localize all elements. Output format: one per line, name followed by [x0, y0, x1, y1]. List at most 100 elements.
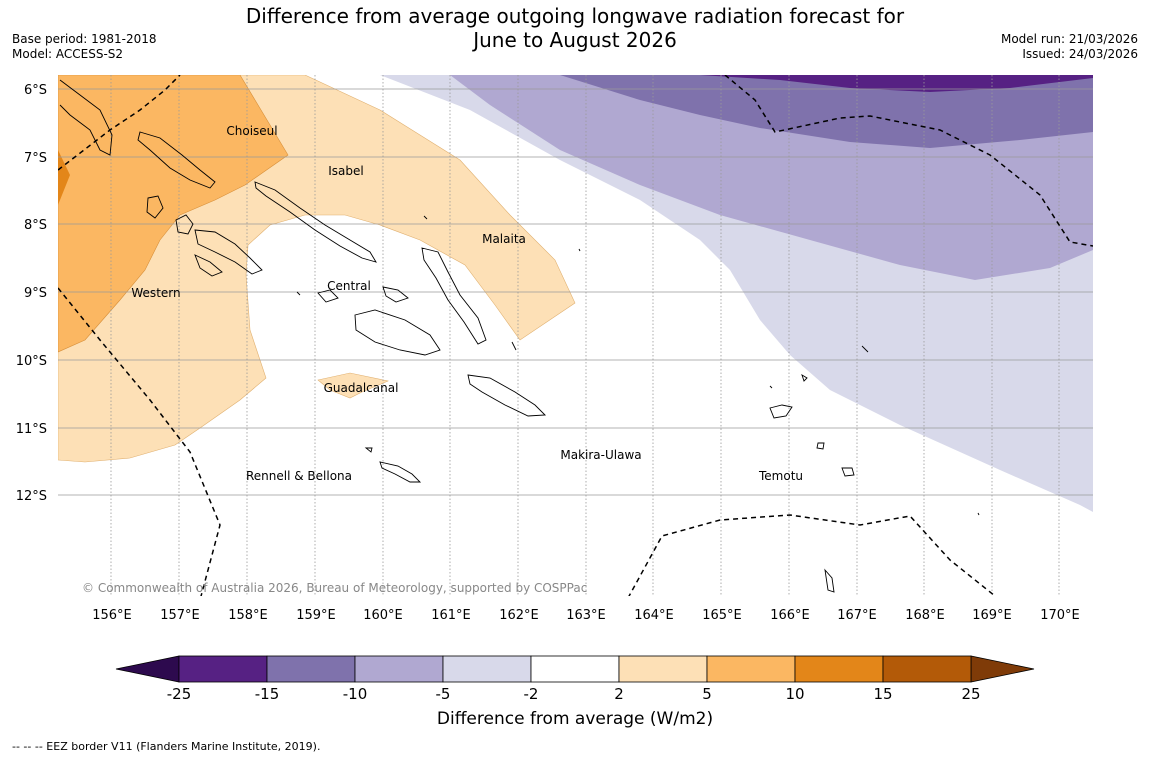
region-label-choiseul: Choiseul [226, 124, 277, 138]
island-small-1 [423, 215, 428, 220]
lon-labels: 156°E 157°E 158°E 159°E 160°E 161°E 162°… [92, 608, 1080, 623]
eez-legend: -- -- -- EEZ border V11 (Flanders Marine… [12, 740, 321, 753]
colorbar-segment [530, 655, 620, 683]
lat-label: 9°S [24, 286, 47, 301]
island-sikaiana [578, 248, 581, 252]
lat-label: 8°S [24, 218, 47, 233]
island-kolombangara [175, 214, 194, 235]
island-guadalcanal [354, 309, 441, 356]
colorbar-tick-label: 10 [785, 685, 804, 703]
eez-border-west [58, 75, 181, 171]
lon-label: 158°E [228, 608, 268, 623]
island-tikopia [977, 512, 980, 516]
island-vanikoro [841, 467, 855, 477]
island-reef-islands [801, 373, 808, 382]
colorbar-tick-label: -2 [524, 685, 539, 703]
lon-label: 168°E [905, 608, 945, 623]
island-duff [861, 345, 869, 353]
lon-label: 161°E [431, 608, 471, 623]
island-isabel [254, 181, 377, 263]
island-utupua [816, 442, 825, 450]
title-line-2: June to August 2026 [473, 28, 677, 52]
colorbar-tick-label: 25 [961, 685, 980, 703]
copyright-notice: © Commonwealth of Australia 2026, Bureau… [82, 581, 587, 595]
colorbar-segment [178, 655, 268, 683]
island-bougainville [59, 79, 113, 156]
lon-label: 163°E [566, 608, 606, 623]
base-period: Base period: 1981-2018 [12, 32, 157, 46]
lat-label: 11°S [16, 422, 47, 437]
island-outlines [59, 79, 980, 593]
colorbar-tick-label: 15 [873, 685, 892, 703]
colorbar-segment [706, 655, 796, 683]
anomaly-layer [58, 75, 1093, 596]
region-label-malaita: Malaita [482, 232, 526, 246]
island-florida [317, 289, 339, 303]
region-label-makira-ulawa: Makira-Ulawa [560, 448, 641, 462]
region-label-temotu: Temotu [758, 469, 803, 483]
island-rennell [379, 461, 422, 483]
colorbar-segments [178, 655, 972, 683]
colorbar-segment [266, 655, 356, 683]
band-pos-5-10 [58, 75, 289, 353]
region-label-central: Central [327, 279, 371, 293]
band-pos-10-15 [58, 150, 70, 205]
colorbar: -25 -15 -10 -5 -2 2 5 10 15 25 [115, 655, 1035, 703]
colorbar-segment [354, 655, 444, 683]
colorbar-segment [442, 655, 532, 683]
colorbar-title: Difference from average (W/m2) [436, 709, 714, 729]
lon-label: 165°E [702, 608, 742, 623]
title-line-1: Difference from average outgoing longwav… [245, 4, 905, 28]
colorbar-tick-label: -15 [255, 685, 280, 703]
chart-title: Difference from average outgoing longwav… [0, 4, 1150, 52]
region-label-guadalcanal: Guadalcanal [324, 381, 399, 395]
meridians [110, 75, 1060, 596]
lon-label: 162°E [499, 608, 539, 623]
lon-label: 156°E [92, 608, 132, 623]
colorbar-under-triangle [115, 655, 180, 683]
colorbar-over-triangle [970, 655, 1035, 683]
island-ontong [511, 341, 517, 351]
lon-label: 164°E [634, 608, 674, 623]
region-label-rennell-bellona: Rennell & Bellona [246, 469, 352, 483]
island-choiseul [137, 131, 216, 189]
lat-label: 12°S [16, 489, 47, 504]
band-pos-guadalcanal [317, 372, 389, 399]
lon-label: 170°E [1040, 608, 1080, 623]
lon-label: 169°E [972, 608, 1012, 623]
band-neg-15-25 [700, 75, 1093, 92]
island-bellona [364, 447, 373, 453]
lat-label: 10°S [16, 354, 47, 369]
colorbar-tick-label: -5 [436, 685, 451, 703]
meta-left: Base period: 1981-2018 Model: ACCESS-S2 [12, 32, 157, 62]
region-label-western: Western [131, 286, 180, 300]
model-name: Model: ACCESS-S2 [12, 47, 124, 61]
model-run: Model run: 21/03/2026 [1000, 32, 1138, 46]
issued-date: Issued: 24/03/2026 [1022, 47, 1138, 61]
island-new-georgia [194, 229, 263, 275]
lon-label: 167°E [837, 608, 877, 623]
lon-label: 160°E [363, 608, 403, 623]
colorbar-segment [882, 655, 972, 683]
eez-border-southeast [628, 514, 997, 596]
island-anuta [824, 568, 835, 593]
lat-label: 6°S [24, 83, 47, 98]
colorbar-segment [794, 655, 884, 683]
island-santa-cruz [769, 404, 793, 419]
lon-label: 166°E [770, 608, 810, 623]
lat-labels: 6°S 7°S 8°S 9°S 10°S 11°S 12°S [16, 83, 47, 504]
island-russell [382, 286, 409, 303]
island-makira [467, 374, 547, 417]
eez-borders [58, 75, 1093, 596]
island-small-2 [296, 291, 301, 296]
lon-label: 157°E [160, 608, 200, 623]
colorbar-segment [618, 655, 708, 683]
graticule [58, 88, 1093, 496]
island-malaita [421, 247, 487, 345]
eez-border-southwest [58, 287, 221, 596]
region-labels: Choiseul Isabel Malaita Central Western … [131, 124, 803, 483]
meta-right: Model run: 21/03/2026 Issued: 24/03/2026 [1001, 32, 1138, 62]
lon-label: 159°E [296, 608, 336, 623]
colorbar-tick-label: 2 [614, 685, 624, 703]
